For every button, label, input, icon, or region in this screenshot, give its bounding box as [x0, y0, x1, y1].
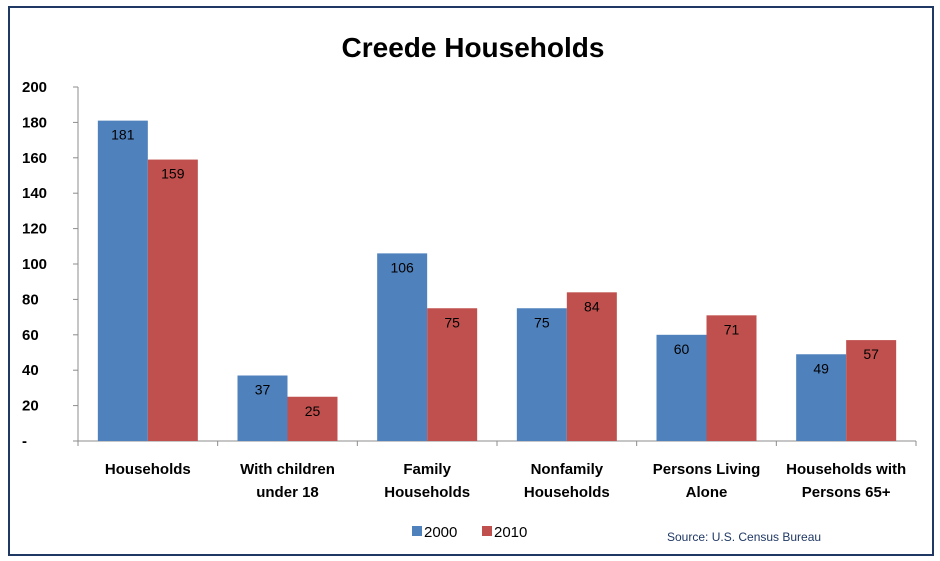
data-label-2000-5: 49: [813, 360, 829, 376]
y-tick-label: 60: [22, 327, 39, 344]
legend-label-2000: 2000: [424, 524, 457, 541]
bar-2000-1: [237, 375, 288, 441]
bar-2000-4: [656, 334, 707, 441]
x-tick-label: Persons 65+: [802, 484, 891, 501]
x-tick-label: Family: [403, 461, 451, 478]
data-label-2000-1: 37: [255, 382, 271, 398]
chart-title: Creede Households: [342, 32, 605, 63]
bar-2000-0: [97, 120, 148, 441]
x-tick-label: Households: [524, 484, 610, 501]
data-label-2000-4: 60: [674, 341, 690, 357]
bar-2010-0: [147, 159, 198, 441]
x-tick-label: With children: [240, 461, 335, 478]
y-axis: - 20 40 60 80 100 120 140 160 180 200: [22, 79, 79, 450]
bar-2000-5: [796, 354, 847, 441]
x-tick-label: Persons Living: [653, 461, 761, 478]
data-label-2000-3: 75: [534, 314, 550, 330]
x-tick-label: under 18: [256, 484, 319, 501]
data-label-2010-5: 57: [863, 346, 879, 362]
y-tick-label: 100: [22, 256, 47, 273]
data-label-2010-0: 159: [161, 166, 185, 182]
bar-2010-3: [566, 292, 617, 441]
x-tick-label: Households: [105, 461, 191, 478]
x-axis: Households With children under 18 Family Hou…: [77, 440, 917, 501]
data-label-2010-3: 84: [584, 298, 600, 314]
x-tick-label: Alone: [686, 484, 728, 501]
legend: 2000 2010: [412, 524, 527, 541]
bar-2010-2: [427, 308, 478, 441]
source-note: Source: U.S. Census Bureau: [667, 530, 821, 544]
y-tick-label: 180: [22, 114, 47, 131]
legend-label-2010: 2010: [494, 524, 527, 541]
x-tick-label: Nonfamily: [531, 461, 604, 478]
bar-2010-1: [287, 396, 338, 441]
y-tick-label: 20: [22, 398, 39, 415]
y-tick-label: -: [22, 433, 27, 450]
bar-2010-5: [846, 340, 897, 441]
data-label-2010-1: 25: [305, 403, 321, 419]
data-labels: 181 37 106 75 60 49 159 25 75 84 71 57: [111, 127, 879, 419]
data-label-2000-0: 181: [111, 127, 135, 143]
x-tick-label: Households with: [786, 461, 906, 478]
y-tick-label: 160: [22, 150, 47, 167]
data-label-2010-4: 71: [724, 321, 740, 337]
legend-swatch-2000: [412, 526, 422, 536]
bar-2010-4: [706, 315, 757, 441]
data-label-2000-2: 106: [390, 259, 414, 275]
legend-swatch-2010: [482, 526, 492, 536]
bar-2000-3: [516, 308, 567, 441]
bars: [97, 120, 897, 441]
y-tick-label: 140: [22, 185, 47, 202]
y-tick-label: 120: [22, 221, 47, 238]
x-tick-label: Households: [384, 484, 470, 501]
data-label-2010-2: 75: [444, 314, 460, 330]
y-tick-label: 80: [22, 291, 39, 308]
y-tick-label: 40: [22, 362, 39, 379]
bar-2000-2: [377, 253, 428, 441]
y-tick-label: 200: [22, 79, 47, 96]
